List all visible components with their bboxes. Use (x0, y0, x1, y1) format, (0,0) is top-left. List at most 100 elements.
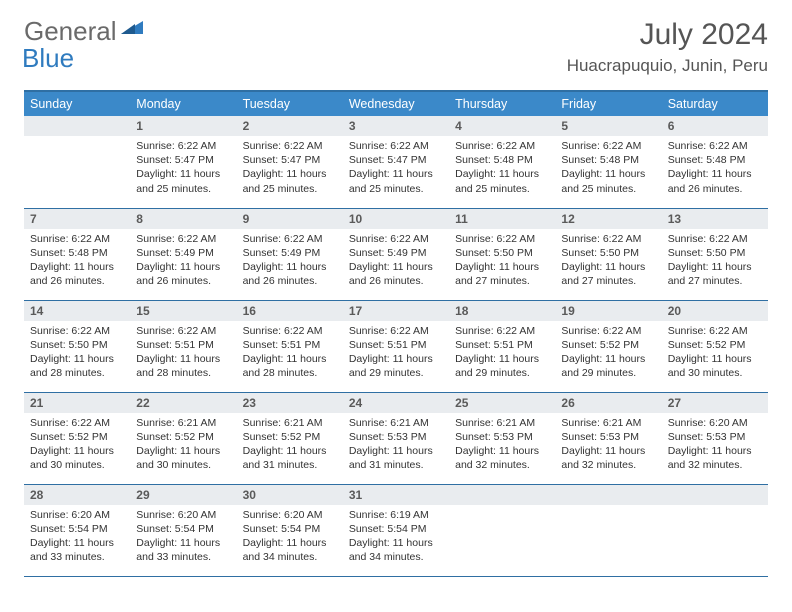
calendar-day-cell: 21Sunrise: 6:22 AMSunset: 5:52 PMDayligh… (24, 392, 130, 484)
day-number: 4 (449, 116, 555, 136)
day-data: Sunrise: 6:22 AMSunset: 5:49 PMDaylight:… (343, 229, 449, 294)
day-number: 5 (555, 116, 661, 136)
calendar-day-cell: 25Sunrise: 6:21 AMSunset: 5:53 PMDayligh… (449, 392, 555, 484)
day-data: Sunrise: 6:22 AMSunset: 5:50 PMDaylight:… (449, 229, 555, 294)
calendar-day-cell: 12Sunrise: 6:22 AMSunset: 5:50 PMDayligh… (555, 208, 661, 300)
calendar-day-cell: 7Sunrise: 6:22 AMSunset: 5:48 PMDaylight… (24, 208, 130, 300)
calendar-day-cell (555, 484, 661, 576)
day-number: 3 (343, 116, 449, 136)
day-number: 10 (343, 209, 449, 229)
day-data: Sunrise: 6:22 AMSunset: 5:51 PMDaylight:… (130, 321, 236, 386)
day-data: Sunrise: 6:22 AMSunset: 5:52 PMDaylight:… (555, 321, 661, 386)
day-data: Sunrise: 6:22 AMSunset: 5:47 PMDaylight:… (343, 136, 449, 201)
day-number: 25 (449, 393, 555, 413)
day-data: Sunrise: 6:21 AMSunset: 5:52 PMDaylight:… (237, 413, 343, 478)
calendar-day-cell: 1Sunrise: 6:22 AMSunset: 5:47 PMDaylight… (130, 116, 236, 208)
calendar-week-row: 28Sunrise: 6:20 AMSunset: 5:54 PMDayligh… (24, 484, 768, 576)
weekday-header: Tuesday (237, 91, 343, 116)
day-data: Sunrise: 6:21 AMSunset: 5:53 PMDaylight:… (343, 413, 449, 478)
calendar-day-cell: 4Sunrise: 6:22 AMSunset: 5:48 PMDaylight… (449, 116, 555, 208)
weekday-header: Monday (130, 91, 236, 116)
header: General Blue July 2024 Huacrapuquio, Jun… (0, 0, 792, 84)
calendar-day-cell: 2Sunrise: 6:22 AMSunset: 5:47 PMDaylight… (237, 116, 343, 208)
day-number-empty (555, 485, 661, 505)
day-data: Sunrise: 6:22 AMSunset: 5:47 PMDaylight:… (237, 136, 343, 201)
day-data: Sunrise: 6:22 AMSunset: 5:50 PMDaylight:… (24, 321, 130, 386)
day-number: 11 (449, 209, 555, 229)
day-data: Sunrise: 6:22 AMSunset: 5:51 PMDaylight:… (343, 321, 449, 386)
calendar-day-cell (662, 484, 768, 576)
logo-triangle-icon (121, 18, 143, 39)
calendar-day-cell: 27Sunrise: 6:20 AMSunset: 5:53 PMDayligh… (662, 392, 768, 484)
logo-gray-text: General (24, 16, 117, 46)
day-number: 16 (237, 301, 343, 321)
day-data: Sunrise: 6:22 AMSunset: 5:51 PMDaylight:… (237, 321, 343, 386)
location-text: Huacrapuquio, Junin, Peru (567, 56, 768, 76)
day-data: Sunrise: 6:21 AMSunset: 5:53 PMDaylight:… (449, 413, 555, 478)
day-number-empty (24, 116, 130, 136)
calendar-day-cell: 29Sunrise: 6:20 AMSunset: 5:54 PMDayligh… (130, 484, 236, 576)
calendar-day-cell: 14Sunrise: 6:22 AMSunset: 5:50 PMDayligh… (24, 300, 130, 392)
calendar-day-cell: 31Sunrise: 6:19 AMSunset: 5:54 PMDayligh… (343, 484, 449, 576)
day-number: 24 (343, 393, 449, 413)
calendar-day-cell (24, 116, 130, 208)
weekday-header: Sunday (24, 91, 130, 116)
day-data: Sunrise: 6:22 AMSunset: 5:52 PMDaylight:… (24, 413, 130, 478)
day-number: 26 (555, 393, 661, 413)
day-data: Sunrise: 6:20 AMSunset: 5:54 PMDaylight:… (237, 505, 343, 570)
calendar-header-row: SundayMondayTuesdayWednesdayThursdayFrid… (24, 91, 768, 116)
title-block: July 2024 Huacrapuquio, Junin, Peru (567, 18, 768, 76)
calendar-day-cell: 28Sunrise: 6:20 AMSunset: 5:54 PMDayligh… (24, 484, 130, 576)
logo: General Blue (24, 18, 143, 72)
day-number: 2 (237, 116, 343, 136)
calendar-day-cell: 18Sunrise: 6:22 AMSunset: 5:51 PMDayligh… (449, 300, 555, 392)
calendar-day-cell: 9Sunrise: 6:22 AMSunset: 5:49 PMDaylight… (237, 208, 343, 300)
day-number: 22 (130, 393, 236, 413)
day-number-empty (662, 485, 768, 505)
calendar-body: 1Sunrise: 6:22 AMSunset: 5:47 PMDaylight… (24, 116, 768, 576)
calendar-day-cell: 23Sunrise: 6:21 AMSunset: 5:52 PMDayligh… (237, 392, 343, 484)
month-title: July 2024 (567, 18, 768, 52)
weekday-header: Friday (555, 91, 661, 116)
day-number: 19 (555, 301, 661, 321)
logo-blue-text: Blue (22, 43, 74, 73)
day-data: Sunrise: 6:19 AMSunset: 5:54 PMDaylight:… (343, 505, 449, 570)
calendar-day-cell: 15Sunrise: 6:22 AMSunset: 5:51 PMDayligh… (130, 300, 236, 392)
day-number: 1 (130, 116, 236, 136)
day-number: 7 (24, 209, 130, 229)
day-data: Sunrise: 6:22 AMSunset: 5:49 PMDaylight:… (237, 229, 343, 294)
day-number: 18 (449, 301, 555, 321)
weekday-header: Saturday (662, 91, 768, 116)
day-number: 17 (343, 301, 449, 321)
day-data: Sunrise: 6:22 AMSunset: 5:48 PMDaylight:… (555, 136, 661, 201)
day-data: Sunrise: 6:22 AMSunset: 5:48 PMDaylight:… (662, 136, 768, 201)
calendar-day-cell: 19Sunrise: 6:22 AMSunset: 5:52 PMDayligh… (555, 300, 661, 392)
calendar-table: SundayMondayTuesdayWednesdayThursdayFrid… (24, 90, 768, 577)
calendar-day-cell: 3Sunrise: 6:22 AMSunset: 5:47 PMDaylight… (343, 116, 449, 208)
day-data: Sunrise: 6:22 AMSunset: 5:51 PMDaylight:… (449, 321, 555, 386)
day-data: Sunrise: 6:22 AMSunset: 5:48 PMDaylight:… (449, 136, 555, 201)
day-number: 27 (662, 393, 768, 413)
calendar-day-cell: 20Sunrise: 6:22 AMSunset: 5:52 PMDayligh… (662, 300, 768, 392)
day-number: 23 (237, 393, 343, 413)
day-data: Sunrise: 6:22 AMSunset: 5:47 PMDaylight:… (130, 136, 236, 201)
calendar-week-row: 21Sunrise: 6:22 AMSunset: 5:52 PMDayligh… (24, 392, 768, 484)
calendar-day-cell: 10Sunrise: 6:22 AMSunset: 5:49 PMDayligh… (343, 208, 449, 300)
calendar-day-cell: 8Sunrise: 6:22 AMSunset: 5:49 PMDaylight… (130, 208, 236, 300)
calendar-day-cell: 30Sunrise: 6:20 AMSunset: 5:54 PMDayligh… (237, 484, 343, 576)
weekday-header: Thursday (449, 91, 555, 116)
calendar-week-row: 7Sunrise: 6:22 AMSunset: 5:48 PMDaylight… (24, 208, 768, 300)
day-number: 31 (343, 485, 449, 505)
day-data: Sunrise: 6:22 AMSunset: 5:48 PMDaylight:… (24, 229, 130, 294)
day-number: 14 (24, 301, 130, 321)
day-number: 21 (24, 393, 130, 413)
day-number: 13 (662, 209, 768, 229)
calendar-day-cell: 26Sunrise: 6:21 AMSunset: 5:53 PMDayligh… (555, 392, 661, 484)
calendar-day-cell: 11Sunrise: 6:22 AMSunset: 5:50 PMDayligh… (449, 208, 555, 300)
day-number: 29 (130, 485, 236, 505)
calendar-day-cell: 6Sunrise: 6:22 AMSunset: 5:48 PMDaylight… (662, 116, 768, 208)
day-number: 30 (237, 485, 343, 505)
calendar-day-cell: 22Sunrise: 6:21 AMSunset: 5:52 PMDayligh… (130, 392, 236, 484)
calendar-week-row: 14Sunrise: 6:22 AMSunset: 5:50 PMDayligh… (24, 300, 768, 392)
day-data: Sunrise: 6:20 AMSunset: 5:54 PMDaylight:… (130, 505, 236, 570)
